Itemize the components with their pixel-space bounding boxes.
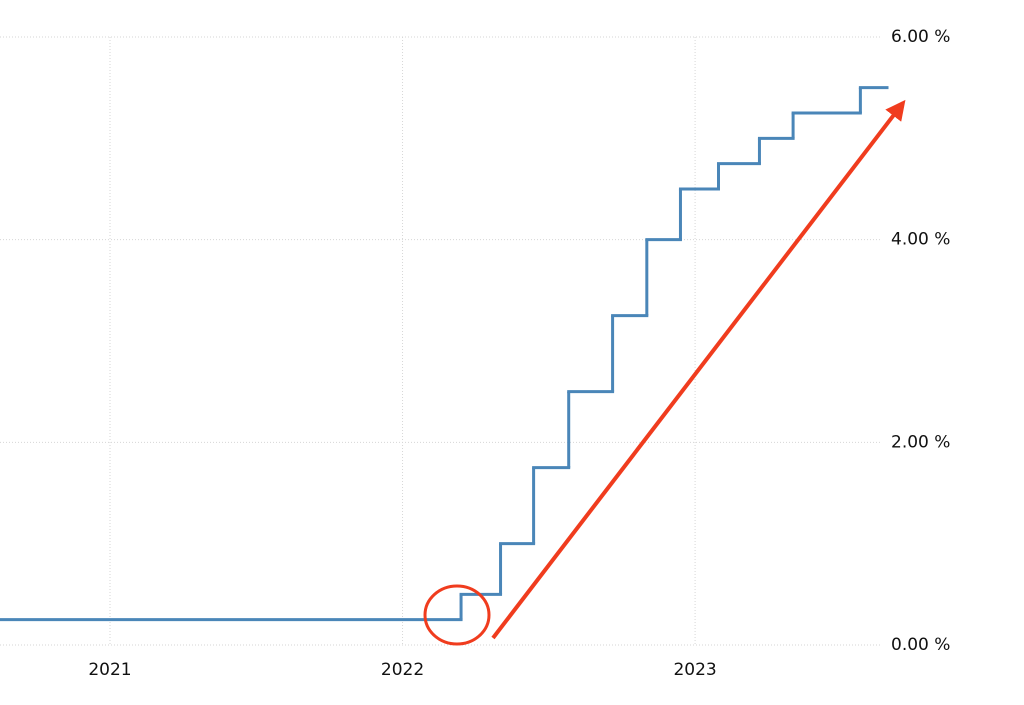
plot	[0, 86, 889, 622]
y-tick-label: 4.00 %	[891, 230, 950, 250]
y-tick-label: 0.00 %	[891, 635, 950, 655]
x-tick-label: 2023	[673, 660, 716, 680]
trend-arrow	[491, 99, 906, 640]
y-tick-label: 6.00 %	[891, 27, 950, 47]
highlight-circle	[423, 584, 491, 646]
y-tick-label: 2.00 %	[891, 432, 950, 452]
grid	[0, 36, 880, 646]
x-tick-label: 2021	[88, 660, 131, 680]
x-tick-label: 2022	[381, 660, 424, 680]
